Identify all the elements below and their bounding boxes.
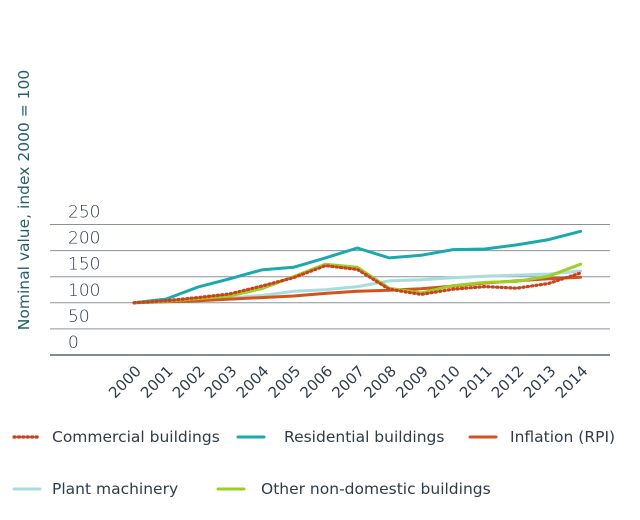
data-point — [356, 285, 359, 288]
y-tick-label: 50 — [68, 307, 90, 327]
legend-label: Inflation (RPI) — [510, 428, 615, 446]
x-tick-label: 2001 — [137, 362, 177, 402]
x-tick-label: 2010 — [424, 362, 464, 402]
x-tick-label: 2012 — [488, 362, 528, 402]
x-tick-label: 2011 — [456, 362, 496, 402]
series-line-commercial-buildings — [132, 264, 583, 305]
data-point — [356, 247, 359, 250]
data-point — [452, 288, 455, 291]
legend-item: Other non-domestic buildings — [216, 480, 491, 498]
data-point — [324, 264, 327, 267]
data-point — [388, 279, 391, 282]
data-point — [133, 301, 136, 304]
x-tick-label: 2002 — [169, 362, 209, 402]
data-point — [260, 296, 263, 299]
y-tick-label: 200 — [68, 229, 100, 249]
data-point — [356, 268, 359, 271]
data-point — [292, 266, 295, 269]
data-point — [356, 290, 359, 293]
y-tick-label: 150 — [68, 255, 100, 275]
y-tick-label: 250 — [68, 203, 100, 223]
data-point — [452, 276, 455, 279]
x-tick-label: 2005 — [265, 362, 305, 402]
x-tick-label: 2009 — [392, 362, 432, 402]
legend-item: Inflation (RPI) — [468, 428, 615, 446]
data-point — [579, 272, 582, 275]
data-point — [515, 280, 518, 283]
x-tick-label: 2004 — [233, 362, 273, 402]
data-point — [324, 288, 327, 291]
x-tick-label: 2003 — [201, 362, 241, 402]
data-point — [420, 254, 423, 257]
data-point — [547, 275, 550, 278]
data-point — [292, 295, 295, 298]
data-point — [452, 284, 455, 287]
data-point — [324, 292, 327, 295]
data-point — [196, 286, 199, 289]
legend-label: Residential buildings — [284, 428, 444, 446]
legend-label: Other non-domestic buildings — [261, 480, 491, 498]
data-point — [515, 287, 518, 290]
data-point — [292, 290, 295, 293]
data-point — [484, 275, 487, 278]
data-point — [515, 243, 518, 246]
data-point — [260, 285, 263, 288]
legend-label: Plant machinery — [52, 480, 178, 498]
data-point — [579, 276, 582, 279]
x-tick-label: 2007 — [328, 362, 368, 402]
data-point — [420, 287, 423, 290]
data-point — [547, 282, 550, 285]
y-axis-label: Nominal value, index 2000 = 100 — [15, 70, 33, 330]
data-point — [165, 299, 168, 302]
data-point — [484, 281, 487, 284]
data-point — [292, 276, 295, 279]
data-point — [515, 274, 518, 277]
legend-label: Commercial buildings — [52, 428, 220, 446]
data-point — [196, 296, 199, 299]
data-point — [547, 238, 550, 241]
data-point — [484, 285, 487, 288]
x-tick-label: 2008 — [360, 362, 400, 402]
data-point — [388, 257, 391, 260]
y-tick-label: 100 — [68, 281, 100, 301]
data-point — [228, 298, 231, 301]
x-tick-label: 2006 — [296, 362, 336, 402]
x-tick-label: 2014 — [552, 362, 592, 402]
data-point — [324, 257, 327, 260]
data-point — [452, 248, 455, 251]
x-tick-label: 2013 — [520, 362, 560, 402]
data-point — [484, 248, 487, 251]
data-point — [420, 278, 423, 281]
data-point — [228, 277, 231, 280]
legend-item: Residential buildings — [236, 428, 444, 446]
data-point — [579, 230, 582, 233]
legend-item: Plant machinery — [12, 480, 178, 498]
data-point — [420, 293, 423, 296]
legend-item: Commercial buildings — [12, 428, 220, 446]
data-point — [260, 269, 263, 272]
data-point — [579, 263, 582, 266]
y-tick-label: 0 — [68, 333, 79, 353]
data-point — [228, 293, 231, 296]
x-tick-label: 2000 — [105, 362, 145, 402]
series-line-residential-buildings — [132, 229, 583, 305]
data-point — [388, 288, 391, 291]
